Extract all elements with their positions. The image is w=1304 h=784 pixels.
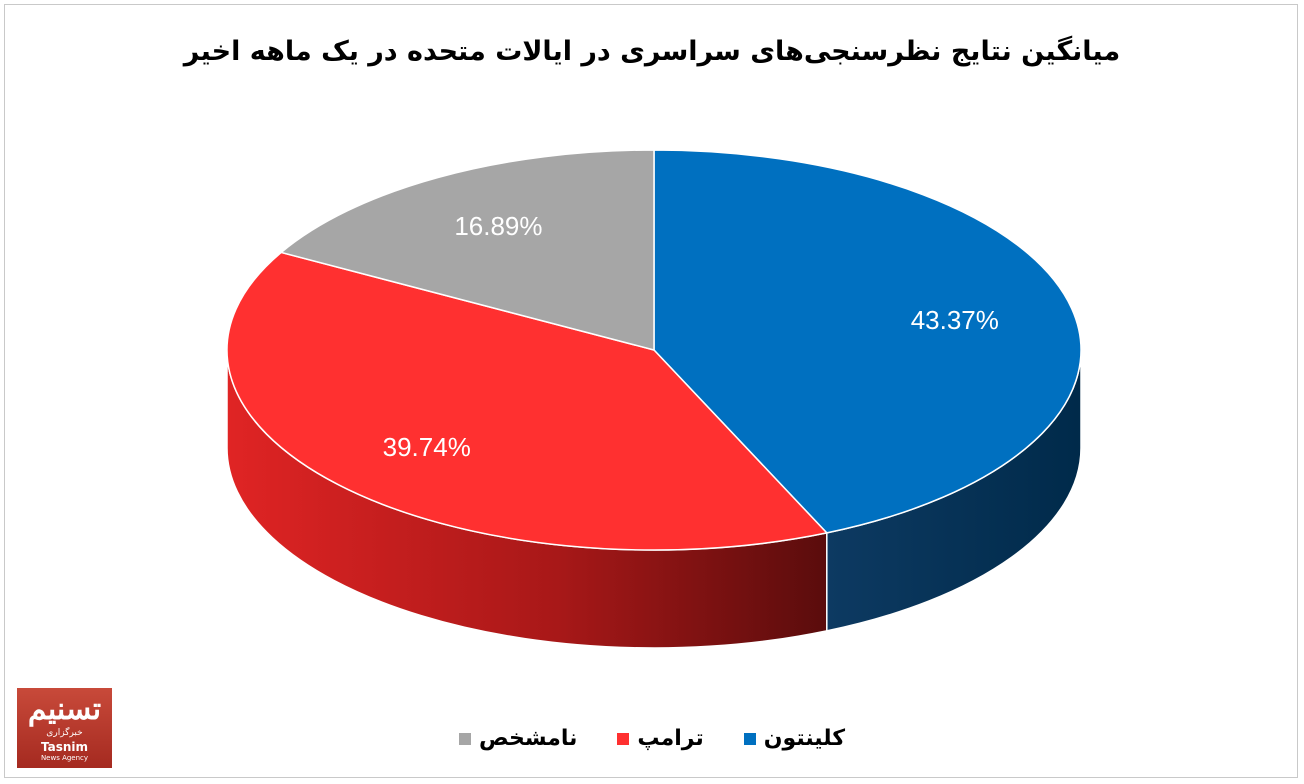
data-label-undecided: 16.89%: [454, 211, 542, 241]
legend-item-clinton: کلینتون: [743, 726, 846, 751]
data-label-clinton: 43.37%: [911, 305, 999, 335]
pie-slice-clinton: [653, 149, 1082, 534]
logo-agency: News Agency: [40, 754, 89, 762]
logo-sub: خبرگزاری: [46, 728, 83, 738]
legend-label-undecided: نامشخص: [478, 726, 578, 751]
legend: کلینتون ترامپ نامشخص: [0, 726, 1304, 751]
chart-frame: [4, 4, 1298, 778]
legend-swatch-undecided: [458, 732, 471, 745]
tasnim-logo: تسنیم خبرگزاری Tasnim News Agency: [17, 688, 112, 768]
pie-slice-undecided: [279, 149, 655, 351]
pie-tops: [226, 149, 1082, 551]
legend-label-trump: ترامپ: [637, 726, 704, 751]
logo-mark: تسنیم: [27, 692, 102, 727]
pie-labels: 43.37% 39.74% 16.89%: [383, 211, 999, 462]
data-label-trump: 39.74%: [383, 432, 471, 462]
legend-swatch-clinton: [743, 732, 756, 745]
legend-label-clinton: کلینتون: [763, 726, 846, 751]
legend-item-trump: ترامپ: [617, 726, 704, 751]
legend-item-undecided: نامشخص: [458, 726, 578, 751]
logo-name: Tasnim: [40, 740, 89, 754]
chart-title: میانگین نتایج نظرسنجی‌های سراسری در ایال…: [183, 36, 1121, 67]
legend-swatch-trump: [617, 732, 630, 745]
pie-slice-trump: [226, 251, 829, 551]
